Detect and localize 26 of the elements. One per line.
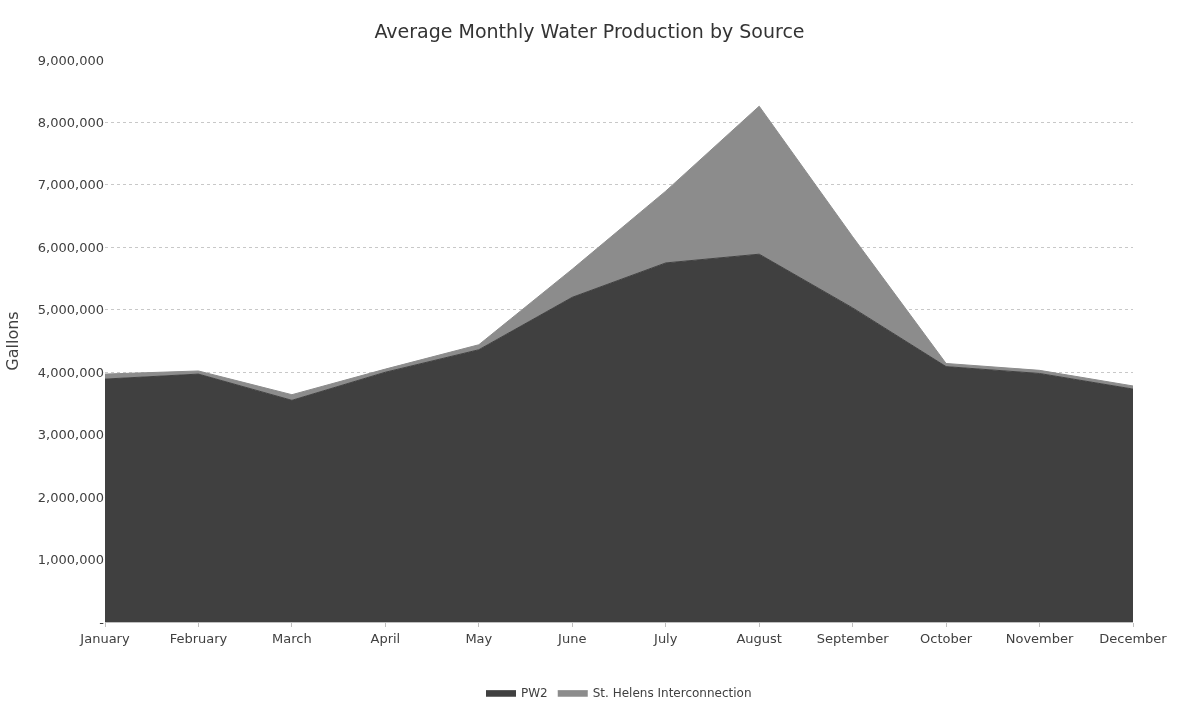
legend-label: PW2 — [521, 686, 548, 701]
y-tick-label: 2,000,000 — [37, 489, 104, 505]
x-tick-label: June — [557, 630, 587, 646]
x-tick-label: January — [79, 630, 130, 646]
y-axis-title: Gallons — [2, 311, 22, 371]
x-tick-label: September — [816, 630, 890, 646]
x-tick-label: March — [272, 630, 312, 646]
y-tick-label: 1,000,000 — [37, 552, 104, 568]
x-tick-label: October — [920, 630, 973, 646]
y-tick-label: - — [99, 614, 105, 630]
x-tick-label: July — [653, 630, 678, 646]
y-tick-label: 9,000,000 — [37, 52, 104, 68]
y-tick-label: 7,000,000 — [37, 177, 104, 193]
x-tick-label: February — [169, 630, 228, 646]
legend-label: St. Helens Interconnection — [592, 686, 752, 701]
y-tick-label: 5,000,000 — [37, 302, 104, 318]
x-tick-label: May — [465, 630, 493, 646]
y-tick-label: 8,000,000 — [37, 114, 104, 130]
x-tick-label: December — [1099, 630, 1168, 646]
chart-title: Average Monthly Water Production by Source — [374, 20, 805, 43]
y-tick-label: 6,000,000 — [37, 239, 104, 255]
y-tick-label: 4,000,000 — [37, 364, 104, 380]
x-tick-label: April — [370, 630, 401, 646]
y-tick-label: 3,000,000 — [37, 427, 104, 443]
x-tick-label: November — [1005, 630, 1075, 646]
x-tick-label: August — [736, 630, 782, 646]
